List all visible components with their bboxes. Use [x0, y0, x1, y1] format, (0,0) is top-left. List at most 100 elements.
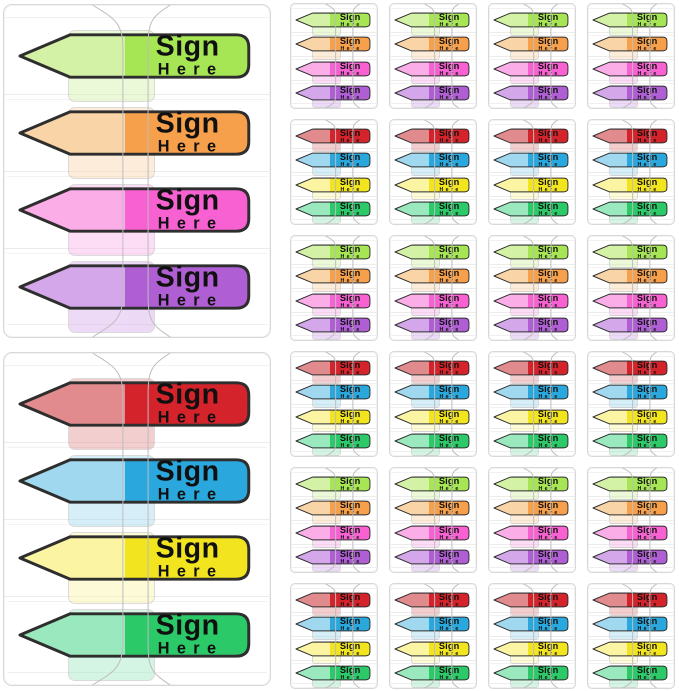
- flag-slot: Sign Here: [4, 171, 270, 257]
- flag-slot-stack: Sign Here Sign Here Sign Here Sign Here: [390, 471, 476, 572]
- flag-slot: Sign Here: [390, 404, 476, 432]
- flag-slot-stack: Sign Here Sign Here Sign Here Sign Here: [291, 123, 377, 224]
- flag-text-here: Here: [638, 394, 659, 400]
- flag-slot: Sign Here: [489, 636, 575, 664]
- flag-slot: Sign Here: [489, 263, 575, 292]
- flag-slot: Sign Here: [291, 355, 377, 384]
- flag-text-sign: Sign: [340, 36, 361, 46]
- flag-text-here: Here: [158, 640, 224, 658]
- flag-text-here: Here: [440, 486, 461, 492]
- flag-text-sign: Sign: [340, 665, 361, 675]
- small-flag-pack: Sign Here Sign Here Sign Here Sign Here: [389, 3, 477, 109]
- flag-text-sign: Sign: [439, 85, 460, 95]
- flag-text-sign: Sign: [637, 665, 658, 675]
- flag-slot: Sign Here: [489, 196, 575, 224]
- flag-text-sign: Sign: [439, 476, 460, 486]
- flag-text-here: Here: [440, 211, 461, 217]
- flag-slot: Sign Here: [4, 519, 270, 605]
- flag-text-here: Here: [341, 419, 362, 425]
- flag-text-sign: Sign: [439, 616, 460, 626]
- flag-text-sign: Sign: [538, 524, 559, 534]
- flag-text-sign: Sign: [156, 107, 220, 139]
- flag-slot-stack: Sign Here Sign Here Sign Here Sign Here: [4, 364, 270, 682]
- flag-text-sign: Sign: [538, 665, 559, 675]
- flag-text-sign: Sign: [439, 60, 460, 70]
- small-flag-pack: Sign Here Sign Here Sign Here Sign Here: [290, 351, 378, 457]
- flag-text-sign: Sign: [340, 384, 361, 394]
- flag-text-here: Here: [638, 211, 659, 217]
- small-flag-pack: Sign Here Sign Here Sign Here Sign Here: [488, 467, 576, 573]
- flag-text-sign: Sign: [637, 292, 658, 302]
- flag-slot: Sign Here: [489, 7, 575, 36]
- flag-text-here: Here: [341, 370, 362, 376]
- flag-slot: Sign Here: [291, 31, 377, 60]
- flag-slot: Sign Here: [588, 495, 674, 524]
- flag-slot: Sign Here: [291, 56, 377, 84]
- flag-text-here: Here: [440, 394, 461, 400]
- flag-slot: Sign Here: [291, 147, 377, 176]
- flag-slot: Sign Here: [4, 441, 270, 528]
- flag-slot: Sign Here: [390, 172, 476, 200]
- small-flag-pack: Sign Here Sign Here Sign Here Sign Here: [488, 583, 576, 689]
- flag-text-sign: Sign: [538, 616, 559, 626]
- flag-slot: Sign Here: [390, 239, 476, 268]
- flag-slot: Sign Here: [291, 660, 377, 688]
- flag-text-sign: Sign: [340, 60, 361, 70]
- small-flag-pack: Sign Here Sign Here Sign Here Sign Here: [290, 467, 378, 573]
- flag-text-here: Here: [341, 22, 362, 28]
- flag-slot: Sign Here: [390, 587, 476, 616]
- flag-text-sign: Sign: [538, 549, 559, 559]
- flag-slot: Sign Here: [489, 428, 575, 456]
- flag-text-sign: Sign: [340, 128, 361, 138]
- flag-text-here: Here: [638, 138, 659, 144]
- flag-slot: Sign Here: [4, 596, 270, 682]
- flag-text-sign: Sign: [439, 268, 460, 278]
- flag-text-here: Here: [158, 563, 224, 581]
- flag-text-sign: Sign: [156, 610, 220, 642]
- flag-slot-stack: Sign Here Sign Here Sign Here Sign Here: [489, 239, 575, 340]
- flag-arrow-shape: [18, 264, 251, 310]
- flag-text-here: Here: [440, 303, 461, 309]
- flag-arrow-shape: [18, 458, 251, 504]
- flag-text-sign: Sign: [538, 500, 559, 510]
- flag-text-sign: Sign: [340, 317, 361, 327]
- flag-slot: Sign Here: [489, 172, 575, 200]
- flag-slot: Sign Here: [489, 288, 575, 316]
- small-flag-pack: Sign Here Sign Here Sign Here Sign Here: [290, 119, 378, 225]
- flag-text-here: Here: [440, 626, 461, 632]
- flag-slot: Sign Here: [588, 404, 674, 432]
- flag-slot: Sign Here: [291, 239, 377, 268]
- flag-text-sign: Sign: [637, 476, 658, 486]
- flag-text-here: Here: [638, 254, 659, 260]
- small-flag-pack: Sign Here Sign Here Sign Here Sign Here: [587, 3, 675, 109]
- small-pack-grid: Sign Here Sign Here Sign Here Sign Here Sign Here…: [290, 3, 676, 689]
- flag-text-here: Here: [341, 303, 362, 309]
- flag-slot: Sign Here: [390, 123, 476, 152]
- flag-text-here: Here: [341, 187, 362, 193]
- flag-slot: Sign Here: [588, 263, 674, 292]
- flag-text-here: Here: [638, 278, 659, 284]
